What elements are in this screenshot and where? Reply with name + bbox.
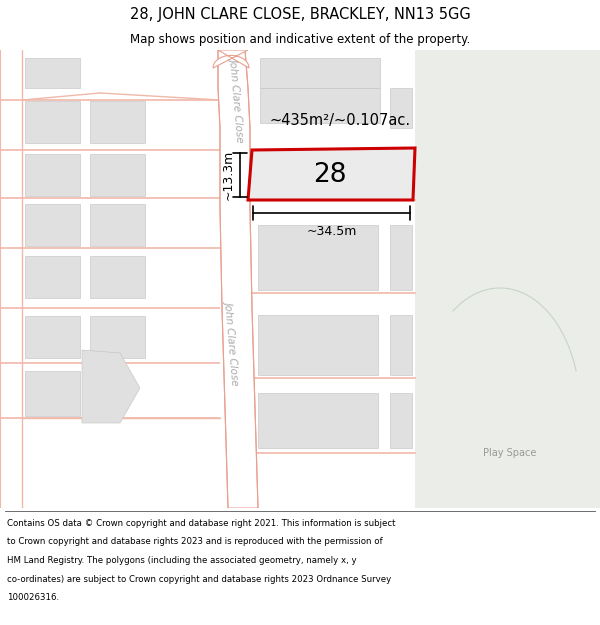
Text: 100026316.: 100026316.	[7, 593, 59, 602]
Polygon shape	[82, 350, 140, 423]
Text: Map shows position and indicative extent of the property.: Map shows position and indicative extent…	[130, 32, 470, 46]
Bar	[90, 154, 145, 196]
Text: Play Space: Play Space	[484, 448, 536, 458]
Bar	[25, 316, 80, 358]
Bar	[390, 88, 412, 128]
Bar	[90, 101, 145, 143]
Bar	[25, 204, 80, 246]
Bar	[258, 315, 378, 375]
Polygon shape	[415, 50, 600, 508]
Bar	[25, 58, 80, 88]
Polygon shape	[248, 148, 415, 200]
Bar	[390, 225, 412, 290]
Bar	[90, 316, 145, 358]
Text: to Crown copyright and database rights 2023 and is reproduced with the permissio: to Crown copyright and database rights 2…	[7, 538, 383, 546]
Text: 28: 28	[313, 162, 347, 188]
Bar	[390, 315, 412, 375]
Bar	[25, 154, 80, 196]
Bar	[260, 88, 380, 123]
Text: co-ordinates) are subject to Crown copyright and database rights 2023 Ordnance S: co-ordinates) are subject to Crown copyr…	[7, 575, 391, 584]
Bar	[25, 371, 80, 416]
Bar	[270, 160, 385, 188]
Text: ~13.3m: ~13.3m	[222, 150, 235, 200]
Bar	[258, 393, 378, 448]
Text: 28, JOHN CLARE CLOSE, BRACKLEY, NN13 5GG: 28, JOHN CLARE CLOSE, BRACKLEY, NN13 5GG	[130, 6, 470, 21]
Bar	[390, 393, 412, 448]
Polygon shape	[218, 50, 258, 508]
Text: Contains OS data © Crown copyright and database right 2021. This information is : Contains OS data © Crown copyright and d…	[7, 519, 396, 528]
Text: John Clare Close: John Clare Close	[229, 58, 245, 142]
Bar	[25, 256, 80, 298]
Text: ~34.5m: ~34.5m	[307, 225, 356, 238]
Bar	[260, 58, 380, 88]
Text: ~435m²/~0.107ac.: ~435m²/~0.107ac.	[269, 112, 410, 128]
Bar	[258, 225, 378, 290]
Text: HM Land Registry. The polygons (including the associated geometry, namely x, y: HM Land Registry. The polygons (includin…	[7, 556, 357, 565]
Polygon shape	[213, 50, 249, 68]
Text: John Clare Close: John Clare Close	[223, 301, 241, 386]
Bar	[90, 204, 145, 246]
Bar	[90, 256, 145, 298]
Bar	[25, 101, 80, 143]
